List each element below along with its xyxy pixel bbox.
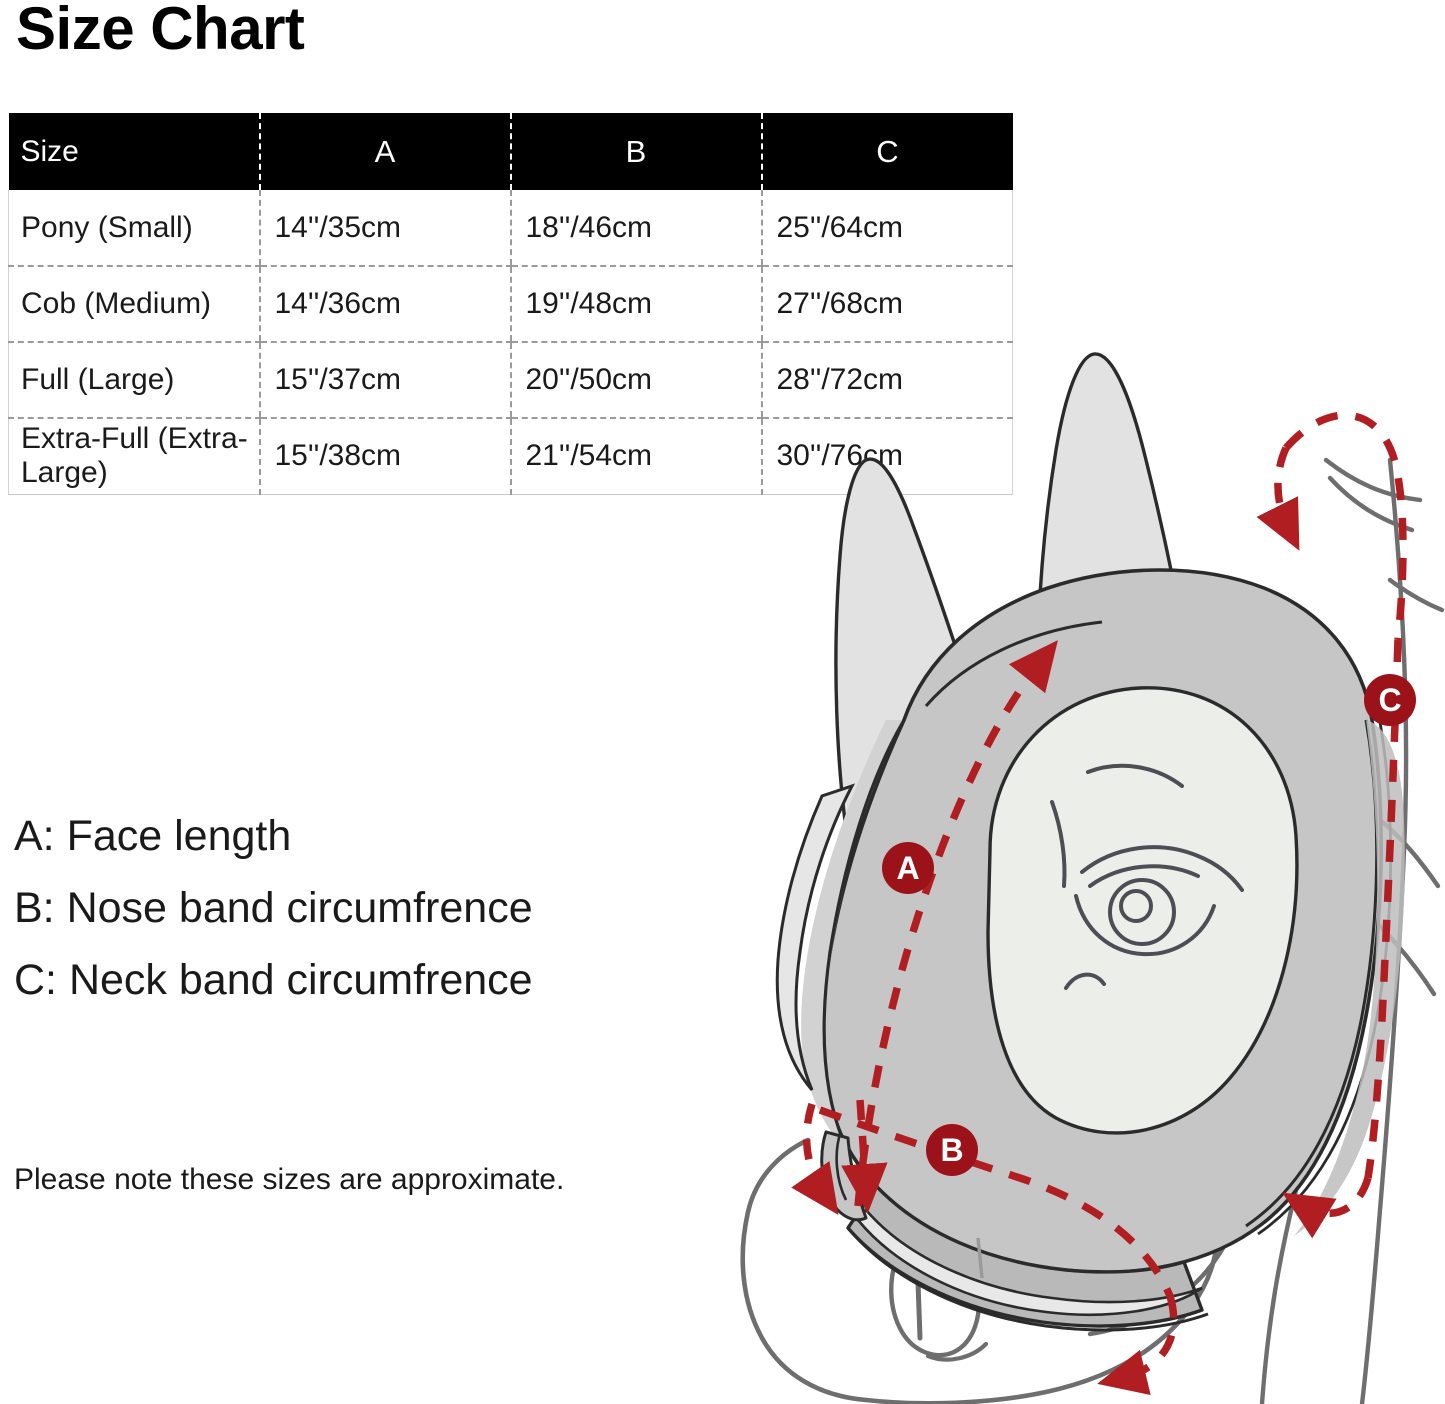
cell-a: 14''/36cm [258,266,511,343]
cell-a: 15''/38cm [258,418,511,495]
table-row: Cob (Medium) 14''/36cm 19''/48cm 27''/68… [8,266,1013,343]
size-chart-table: Size A B C Pony (Small) 14''/35cm 18''/4… [8,113,1013,495]
marker-a: A [882,842,934,894]
footnote-text: Please note these sizes are approximate. [14,1163,565,1196]
cell-a: 15''/37cm [258,342,511,419]
cell-b: 19''/48cm [509,266,762,343]
legend-item-c: C: Neck band circumfrence [14,956,533,1004]
legend-item-a: A: Face length [14,812,292,860]
cell-b: 20''/50cm [509,342,762,419]
table-row: Full (Large) 15''/37cm 20''/50cm 28''/72… [8,342,1013,419]
marker-b: B [926,1124,978,1176]
cell-b: 21''/54cm [509,418,762,495]
horse-fly-mask-illustration: A B C [690,160,1445,1404]
column-header-c: C [760,113,1013,190]
measurement-line-a [854,640,1058,1207]
cell-size: Cob (Medium) [8,266,260,343]
column-header-b: B [509,113,762,190]
cell-c: 27''/68cm [760,266,1013,343]
measurement-line-b [791,1099,1178,1396]
cell-c: 30''/76cm [760,418,1013,495]
fly-mask-body [775,568,1405,1332]
cell-size: Pony (Small) [8,190,260,267]
measurement-line-c [1256,411,1407,1239]
column-header-a: A [258,113,511,190]
measurement-legend: A: Face length B: Nose band circumfrence… [14,800,694,1016]
marker-c: C [1364,674,1416,726]
cell-c: 28''/72cm [760,342,1013,419]
cell-b: 18''/46cm [509,190,762,267]
cell-size: Extra-Full (Extra-Large) [8,418,260,495]
cell-c: 25''/64cm [760,190,1013,267]
marker-b-label: B [940,1132,963,1168]
marker-c-label: C [1378,682,1401,718]
cell-size: Full (Large) [8,342,260,419]
table-header-row: Size A B C [8,113,1013,190]
table-row: Extra-Full (Extra-Large) 15''/38cm 21''/… [8,418,1013,495]
table-row: Pony (Small) 14''/35cm 18''/46cm 25''/64… [8,190,1013,267]
column-header-size: Size [8,113,260,190]
cell-a: 14''/35cm [258,190,511,267]
legend-item-b: B: Nose band circumfrence [14,884,533,932]
page-title: Size Chart [16,0,305,62]
marker-a-label: A [896,850,919,886]
